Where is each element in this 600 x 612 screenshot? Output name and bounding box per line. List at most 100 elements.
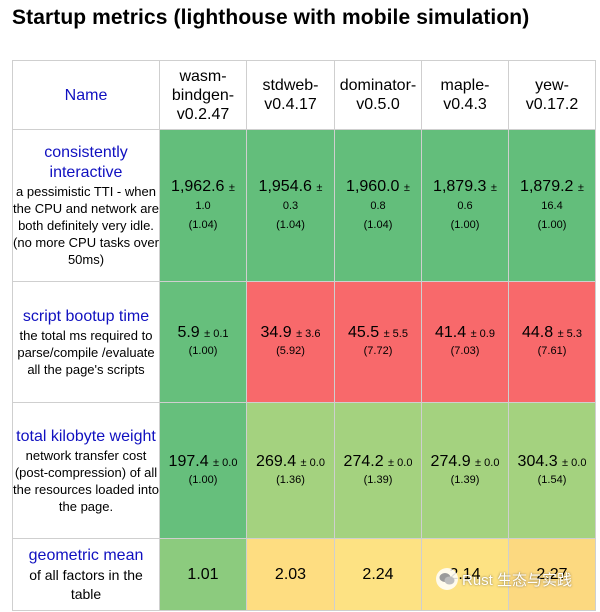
cell-value: 269.4 [256,452,297,470]
cell-error: 0.3 [282,199,299,212]
cell-value: 34.9 [260,324,292,341]
cell-value: 274.9 [430,452,471,470]
row-header: total kilobyte weight network transfer c… [12,402,160,539]
row-description: the total ms required to parse/compile /… [17,327,155,377]
row-description: of all factors in the table [29,566,143,602]
metric-cell: 41.4 ± 0.9 (7.03) [421,281,509,403]
cell-ratio: (1.00) [188,345,218,357]
cell-ratio: (7.61) [537,345,567,357]
metric-cell: 44.8 ± 5.3 (7.61) [508,281,596,403]
row-header: geometric mean of all factors in the tab… [12,538,160,611]
cell-error: 0.6 [457,199,473,212]
cell-ratio: (1.39) [363,473,393,486]
cell-value: 1.01 [187,565,219,583]
header-row: Name wasm-bindgen-v0.2.47 stdweb-v0.4.17… [12,60,596,130]
wechat-icon [436,568,458,590]
cell-value: 41.4 [435,324,467,341]
row-label[interactable]: consistently interactive [44,144,128,181]
metric-cell: 197.4 ± 0.0 (1.00) [159,402,247,539]
column-header-dominator[interactable]: dominator-v0.5.0 [334,60,422,130]
cell-error: ± 0.1 [204,328,229,340]
column-header-stdweb[interactable]: stdweb-v0.4.17 [246,60,335,130]
metric-cell: 1,962.6 ± 1.0 (1.04) [159,129,247,282]
cell-value: 1,879.2 [520,177,574,195]
cell-ratio: (1.54) [537,473,567,486]
plus-minus: ± [403,181,410,194]
page-title: Startup metrics (lighthouse with mobile … [12,6,530,29]
name-header[interactable]: Name [12,60,160,130]
cell-value: 274.2 [343,452,384,470]
column-header-wasm-bindgen[interactable]: wasm-bindgen-v0.2.47 [159,60,247,130]
cell-error: 16.4 [541,199,563,212]
row-header: consistently interactive a pessimistic T… [12,129,160,282]
cell-ratio: (7.03) [450,345,480,357]
table-row-geometric-mean: geometric mean of all factors in the tab… [12,538,596,611]
cell-error: 0.8 [370,199,386,212]
cell-ratio: (1.36) [276,473,305,486]
cell-ratio: (1.00) [188,473,218,486]
cell-error: ± 0.0 [562,456,587,469]
column-header-yew[interactable]: yew-v0.17.2 [508,60,596,130]
table-row-consistently-interactive: consistently interactive a pessimistic T… [12,129,596,282]
cell-value: 2.03 [274,565,307,583]
row-description: a pessimistic TTI - when the CPU and net… [13,184,159,267]
metric-cell: 1,879.3 ± 0.6 (1.00) [421,129,509,282]
plus-minus: ± [228,181,235,194]
cell-error: ± 3.6 [296,328,321,340]
column-header-maple[interactable]: maple-v0.4.3 [421,60,509,130]
cell-value: 1,960.0 [346,177,400,195]
metric-cell: 1,879.2 ± 16.4 (1.00) [508,129,596,282]
cell-ratio: (5.92) [276,345,305,357]
row-label[interactable]: script bootup time [22,307,150,325]
cell-ratio: (1.00) [537,218,567,231]
cell-ratio: (1.04) [363,218,393,231]
row-header: script bootup time the total ms required… [12,281,160,403]
cell-ratio: (1.39) [450,473,480,486]
cell-error: ± 0.0 [475,456,500,469]
metric-cell: 1,954.6 ± 0.3 (1.04) [246,129,335,282]
table-row-script-bootup-time: script bootup time the total ms required… [12,281,596,403]
cell-error: 1.0 [195,199,211,212]
cell-value: 1,962.6 [171,177,225,195]
cell-value: 2.24 [362,565,394,583]
cell-value: 2.27 [536,565,568,583]
cell-value: 1,954.6 [258,177,312,195]
table-row-total-kilobyte-weight: total kilobyte weight network transfer c… [12,402,596,539]
cell-value: 304.3 [517,452,558,470]
metric-cell: 5.9 ± 0.1 (1.00) [159,281,247,403]
cell-ratio: (1.04) [276,218,305,231]
watermark: Rust 生态与实践 [436,568,572,590]
cell-error: ± 0.0 [388,456,413,469]
cell-ratio: (1.04) [188,218,218,231]
row-label[interactable]: geometric mean [28,546,144,564]
metric-cell: 2.24 [334,538,422,611]
plus-minus: ± [490,181,497,194]
cell-error: ± 0.9 [470,328,495,340]
cell-value: 1,879.3 [433,177,487,195]
cell-value: 197.4 [168,452,209,470]
metrics-table: Name wasm-bindgen-v0.2.47 stdweb-v0.4.17… [12,60,596,611]
cell-ratio: (1.00) [450,218,480,231]
row-description: network transfer cost (post-compression)… [13,447,159,514]
metric-cell: 2.14 [421,538,509,611]
cell-value: 45.5 [348,324,380,341]
cell-ratio: (7.72) [363,345,393,357]
cell-error: ± 0.0 [300,456,325,469]
metric-cell: 34.9 ± 3.6 (5.92) [246,281,335,403]
cell-value: 44.8 [522,324,554,341]
metric-cell: 2.03 [246,538,335,611]
metric-cell: 304.3 ± 0.0 (1.54) [508,402,596,539]
metric-cell: 2.27 [508,538,596,611]
cell-error: ± 5.3 [557,328,582,340]
cell-error: ± 0.0 [213,456,238,469]
metric-cell: 45.5 ± 5.5 (7.72) [334,281,422,403]
metric-cell: 274.2 ± 0.0 (1.39) [334,402,422,539]
plus-minus: ± [316,181,323,194]
row-label[interactable]: total kilobyte weight [16,427,156,445]
watermark-text: Rust 生态与实践 [462,571,573,589]
metric-cell: 1,960.0 ± 0.8 (1.04) [334,129,422,282]
plus-minus: ± [577,181,584,194]
metric-cell: 269.4 ± 0.0 (1.36) [246,402,335,539]
cell-error: ± 5.5 [383,328,408,340]
metric-cell: 274.9 ± 0.0 (1.39) [421,402,509,539]
